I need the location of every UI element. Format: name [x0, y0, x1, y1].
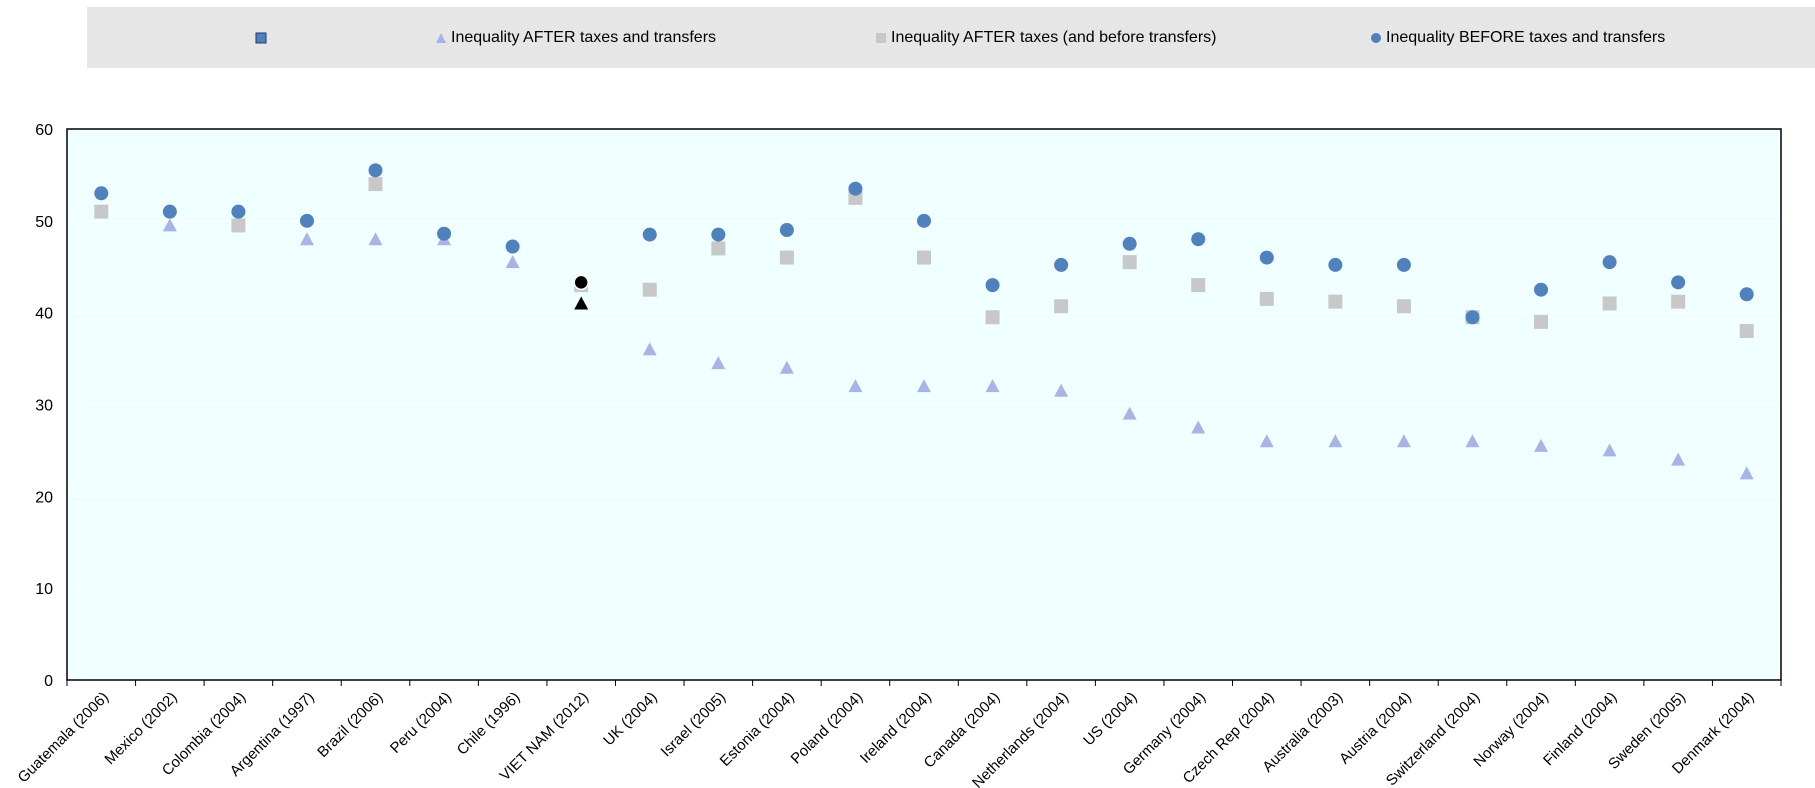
circle-point	[917, 213, 931, 228]
triangle-point	[299, 232, 314, 246]
circle-point	[848, 181, 863, 196]
triangle-point	[1739, 466, 1754, 480]
circle-point	[1191, 232, 1206, 247]
x-tick-label: Austria (2004)	[1336, 689, 1415, 768]
circle-point	[299, 213, 314, 228]
square-point	[917, 250, 931, 265]
x-tick-label: US (2004)	[1080, 689, 1140, 749]
square-point	[1671, 294, 1686, 309]
x-tick-label: UK (2004)	[600, 689, 660, 749]
x-tick-label: Peru (2004)	[387, 689, 455, 757]
circle-point	[505, 239, 520, 254]
triangle-point	[711, 356, 726, 370]
legend-label-1: Inequality AFTER taxes and transfers	[451, 28, 717, 46]
y-tick-label: 10	[35, 581, 53, 598]
legend-circle-icon	[1371, 32, 1381, 43]
triangle-point	[1191, 420, 1206, 434]
triangle-point	[368, 232, 383, 246]
x-tick-label: Chile (1996)	[454, 689, 524, 759]
triangle-point	[1328, 434, 1343, 448]
legend-item-after-taxes-before-transfers: Inequality AFTER taxes (and before trans…	[875, 7, 1216, 68]
triangle-point	[1396, 434, 1411, 448]
square-point	[1602, 296, 1617, 311]
square-point	[1259, 291, 1274, 306]
triangle-point	[917, 379, 931, 393]
legend-square-icon	[876, 32, 886, 43]
circle-point	[1534, 282, 1549, 297]
circle-point	[779, 223, 794, 238]
triangle-point	[505, 255, 520, 269]
circle-point	[1602, 255, 1617, 270]
y-tick-label: 0	[44, 673, 53, 690]
legend-label-2: Inequality AFTER taxes (and before trans…	[891, 28, 1217, 46]
circle-point	[231, 204, 246, 219]
legend-label-3: Inequality BEFORE taxes and transfers	[1386, 28, 1666, 46]
circle-point	[368, 163, 383, 178]
triangle-point	[1465, 434, 1480, 448]
y-tick-label: 20	[35, 489, 53, 506]
triangle-point	[1671, 452, 1686, 466]
square-point	[711, 241, 726, 256]
x-tick-label: Guatemala (2006)	[15, 689, 113, 787]
legend-item-blank	[255, 7, 271, 68]
square-point	[985, 310, 1000, 325]
x-tick-label: Poland (2004)	[788, 689, 867, 768]
triangle-point	[1259, 434, 1274, 448]
plot-frame	[66, 128, 1782, 681]
circle-point	[1122, 236, 1137, 251]
x-tick-label: Brazil (2006)	[314, 689, 386, 761]
legend-triangle-icon	[436, 32, 446, 43]
triangle-point	[642, 342, 657, 356]
square-point	[1191, 278, 1206, 293]
circle-point	[1671, 275, 1686, 290]
square-point	[642, 282, 657, 297]
circle-point	[1739, 287, 1754, 302]
circle-point	[437, 226, 452, 241]
square-point	[368, 177, 383, 192]
square-point	[1739, 324, 1754, 339]
circle-point	[642, 227, 657, 242]
triangle-point	[1054, 383, 1069, 397]
legend-item-before-taxes-transfers: Inequality BEFORE taxes and transfers	[1370, 7, 1665, 68]
y-tick-label: 30	[35, 398, 53, 415]
square-point	[779, 250, 794, 265]
x-tick-label: Israel (2005)	[658, 689, 730, 761]
square-point	[1054, 299, 1069, 314]
circle-point	[1054, 257, 1069, 272]
square-point	[1122, 255, 1137, 270]
circle-point	[573, 274, 589, 291]
square-point	[1328, 294, 1343, 309]
circle-point	[985, 278, 1000, 293]
legend-square-blue-icon	[255, 32, 267, 43]
triangle-point	[985, 379, 1000, 393]
triangle-point	[1534, 438, 1549, 452]
y-tick-label: 60	[35, 122, 53, 139]
x-tick-label: Ireland (2004)	[857, 689, 935, 767]
y-tick-label: 50	[35, 214, 53, 231]
legend: Inequality AFTER taxes and transfers Ine…	[87, 7, 1815, 68]
square-point	[1396, 299, 1411, 314]
square-point	[94, 204, 109, 219]
legend-item-after-taxes-transfers: Inequality AFTER taxes and transfers	[435, 7, 716, 68]
circle-point	[1396, 257, 1411, 272]
triangle-point	[1122, 406, 1137, 420]
y-tick-label: 40	[35, 306, 53, 323]
circle-point	[1328, 257, 1343, 272]
circle-point	[711, 227, 726, 242]
triangle-point	[779, 360, 794, 374]
circle-point	[1259, 250, 1274, 265]
triangle-point	[1602, 443, 1617, 457]
triangle-point	[162, 218, 177, 232]
square-point	[1534, 314, 1549, 329]
square-point	[231, 218, 246, 233]
triangle-point	[574, 296, 589, 310]
circle-point	[162, 204, 177, 219]
circle-point	[94, 186, 109, 201]
circle-point	[1465, 310, 1480, 325]
triangle-point	[848, 379, 863, 393]
